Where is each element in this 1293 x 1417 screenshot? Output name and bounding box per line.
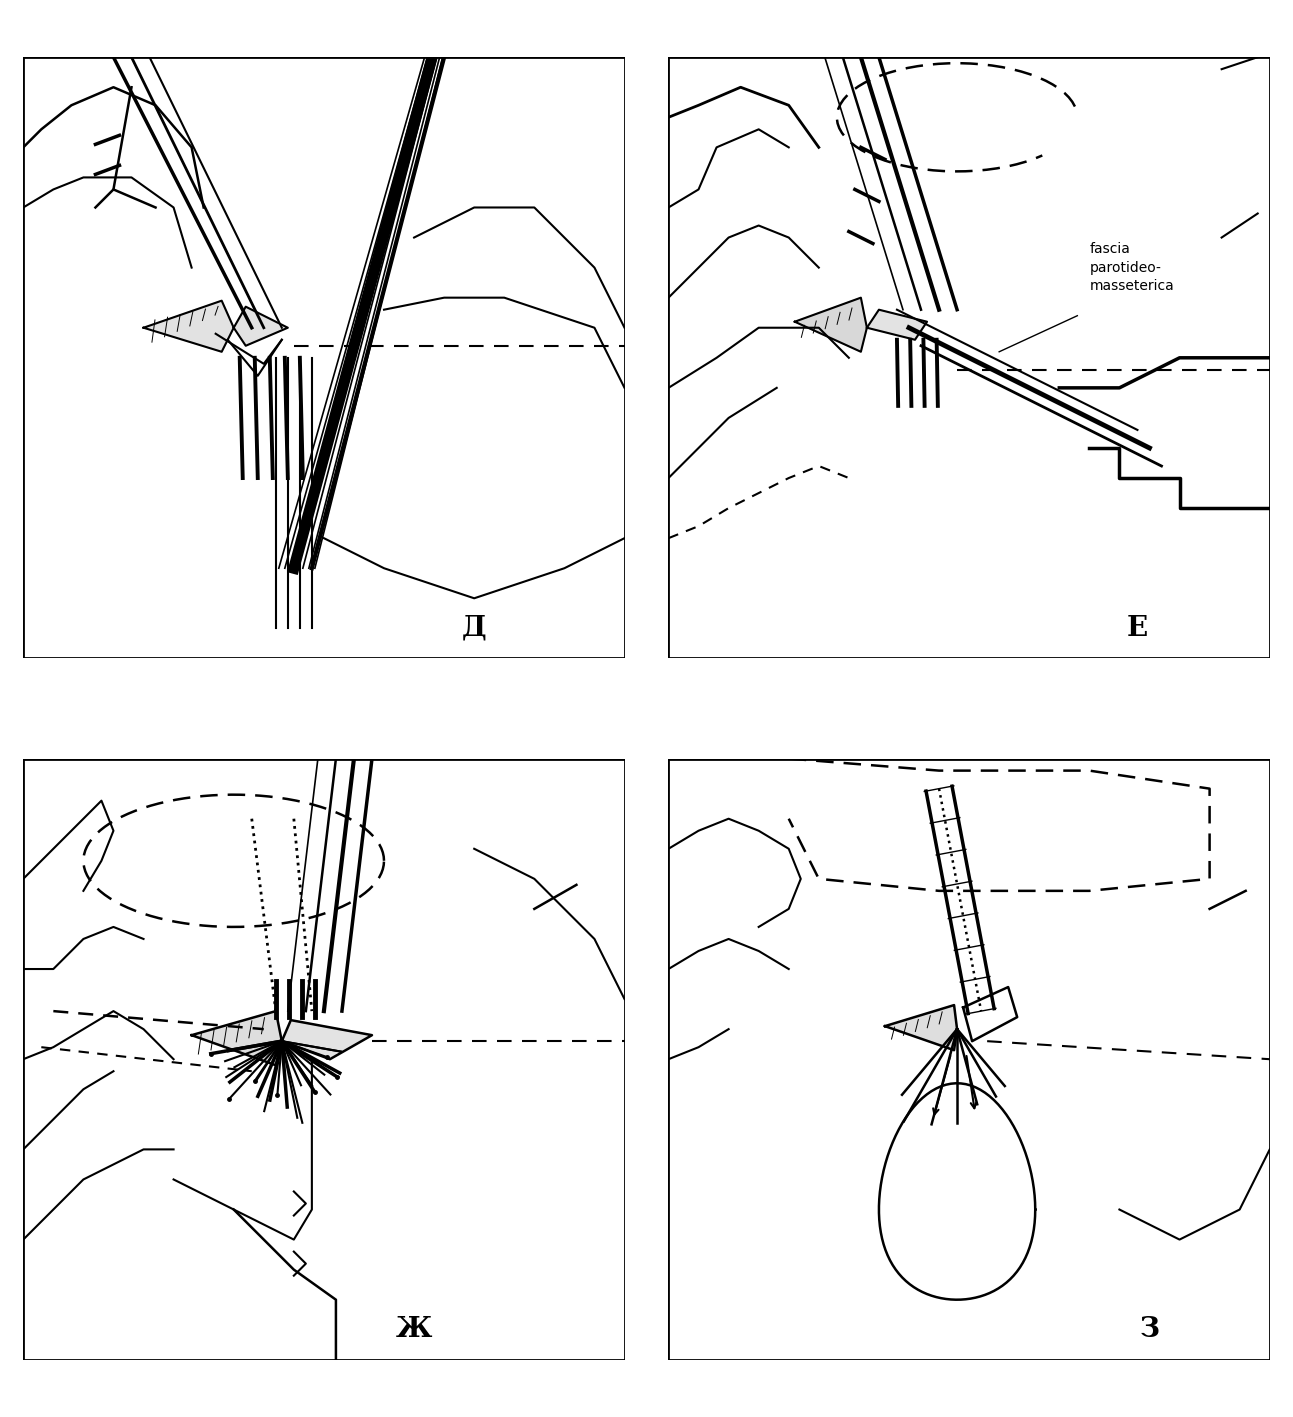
- Polygon shape: [234, 306, 288, 346]
- Text: fascia
parotideo-
masseterica: fascia parotideo- masseterica: [1089, 242, 1174, 293]
- Text: З: З: [1139, 1316, 1160, 1343]
- Polygon shape: [144, 300, 234, 351]
- Text: Ж: Ж: [396, 1316, 432, 1343]
- Text: Д: Д: [462, 615, 486, 642]
- Text: Е: Е: [1127, 615, 1148, 642]
- Polygon shape: [884, 1005, 957, 1050]
- Polygon shape: [866, 310, 927, 340]
- Polygon shape: [795, 298, 866, 351]
- Polygon shape: [282, 1020, 372, 1058]
- Polygon shape: [191, 1012, 282, 1066]
